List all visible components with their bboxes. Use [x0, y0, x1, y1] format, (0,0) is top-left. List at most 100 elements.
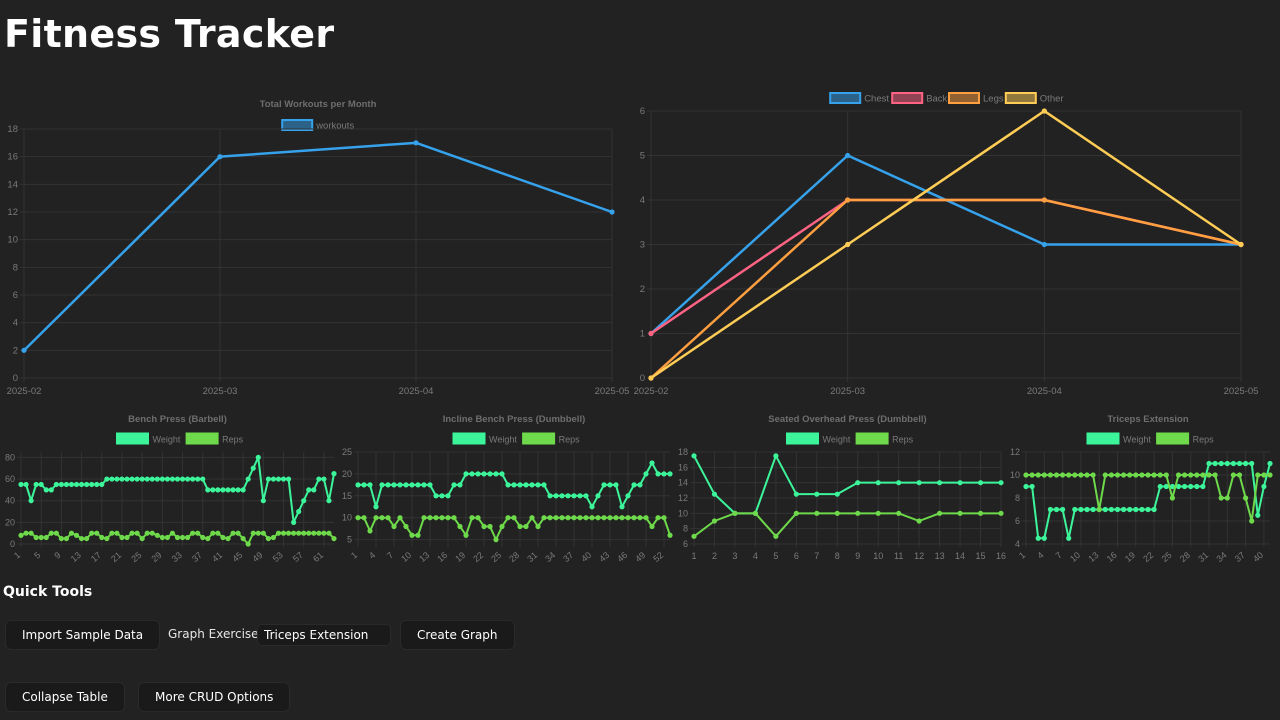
legend-swatch-reps: [1156, 432, 1190, 445]
data-point-weight: [1267, 460, 1273, 467]
data-point-reps: [296, 530, 302, 536]
x-tick-label: 19: [1123, 550, 1137, 564]
x-tick-label: 1: [1017, 550, 1027, 561]
data-point-reps: [179, 534, 186, 541]
import-sample-data-button[interactable]: Import Sample Data: [5, 620, 161, 650]
legend-label-reps: Reps: [559, 435, 581, 445]
x-tick-label: 8: [835, 551, 840, 561]
data-point-weight: [154, 476, 160, 482]
data-point-reps: [291, 530, 297, 536]
data-point-reps: [1090, 472, 1096, 478]
x-tick-label: 7: [1054, 550, 1064, 561]
data-point-reps: [1261, 472, 1267, 478]
data-point-weight: [793, 491, 799, 497]
data-point-reps: [235, 530, 241, 536]
data-point-reps: [154, 532, 160, 538]
collapse-table-button[interactable]: Collapse Table: [5, 682, 125, 712]
y-tick-label: 5: [640, 151, 645, 162]
x-tick-label: 19: [453, 550, 467, 564]
data-point-weight: [916, 480, 922, 486]
y-tick-label: 25: [342, 447, 352, 457]
y-tick-label: 3: [640, 240, 645, 251]
data-point-weight: [373, 504, 379, 510]
x-tick-label: 10: [399, 550, 413, 564]
x-tick-label: 2025-03: [830, 386, 865, 397]
data-point-weight: [134, 476, 140, 482]
data-point-reps: [195, 530, 201, 536]
data-point-weight: [296, 508, 302, 515]
more-crud-options-button[interactable]: More CRUD Options: [138, 682, 291, 712]
y-tick-label: 4: [640, 195, 645, 206]
data-point-reps: [114, 530, 120, 536]
data-point-reps: [63, 535, 70, 542]
legend-label-back: Back: [926, 94, 947, 105]
data-point-weight: [38, 481, 44, 488]
data-point-weight: [306, 487, 312, 493]
data-point-reps: [1096, 506, 1102, 513]
data-point-weight: [649, 460, 655, 466]
create-graph-button[interactable]: Create Graph: [400, 620, 515, 650]
data-point-weight: [1255, 512, 1261, 518]
data-point-reps: [53, 530, 59, 536]
chart-title: Triceps Extension: [1107, 414, 1189, 425]
data-point-reps: [896, 510, 902, 516]
data-point-weight: [149, 476, 155, 482]
data-point-weight: [535, 482, 541, 488]
data-point-weight: [896, 480, 902, 486]
x-tick-label: 10: [1068, 550, 1082, 564]
data-point-reps: [1072, 472, 1078, 478]
data-point-reps: [73, 532, 80, 538]
data-point-weight: [291, 519, 297, 525]
x-tick-label: 1: [349, 550, 359, 561]
data-point-reps: [493, 537, 499, 543]
data-point-reps: [1249, 518, 1255, 524]
data-point-reps: [1108, 472, 1114, 478]
x-tick-label: 16: [996, 551, 1006, 561]
data-point-reps: [433, 515, 439, 521]
data-point-reps: [1035, 472, 1041, 478]
data-point-chest: [1041, 241, 1047, 248]
data-point-reps: [280, 530, 287, 536]
data-point-weight: [200, 476, 206, 482]
data-point-reps: [649, 523, 655, 530]
data-point-weight: [114, 476, 120, 482]
data-point-weight: [655, 471, 661, 477]
data-point-weight: [505, 482, 511, 488]
data-point-reps: [855, 510, 861, 516]
data-point-reps: [1133, 472, 1139, 478]
data-point-reps: [134, 530, 140, 536]
data-point-reps: [1212, 472, 1218, 478]
data-point-weight: [1084, 506, 1090, 513]
data-point-reps: [84, 535, 90, 542]
overhead-press-chart: Seated Overhead Press (Dumbbell) Weight Re…: [678, 414, 1006, 561]
chart-title: Incline Bench Press (Dumbbell): [443, 414, 586, 425]
data-point-reps: [306, 530, 312, 536]
data-point-reps: [977, 510, 984, 516]
data-point-weight: [1261, 483, 1267, 490]
graph-exercise-select[interactable]: Triceps Extension: [257, 624, 391, 646]
data-point-reps: [1066, 472, 1072, 478]
x-tick-label: 13: [1086, 550, 1100, 564]
y-tick-label: 20: [342, 469, 352, 479]
x-tick-label: 40: [1251, 550, 1265, 564]
x-tick-label: 28: [1178, 550, 1192, 564]
data-point-weight: [270, 476, 277, 482]
data-point-reps: [595, 515, 601, 521]
legend-swatch-other: [1004, 92, 1037, 104]
x-tick-label: 37: [561, 550, 575, 564]
legend-label-weight: Weight: [489, 435, 517, 445]
data-point-reps: [270, 534, 277, 541]
x-tick-label: 22: [471, 550, 485, 564]
data-point-reps: [129, 530, 135, 536]
data-point-reps: [367, 528, 373, 534]
data-point-reps: [33, 534, 39, 541]
incline-bench-press-chart: Incline Bench Press (Dumbbell) Weight Reps…: [342, 414, 673, 564]
y-tick-label: 16: [7, 152, 18, 163]
legend-label-reps: Reps: [1193, 435, 1215, 445]
data-point-weight: [1218, 460, 1224, 467]
x-tick-label: 61: [311, 550, 325, 564]
data-point-reps: [1121, 472, 1127, 478]
data-point-reps: [144, 530, 150, 536]
data-point-weight: [23, 481, 29, 488]
legend-swatch-workouts: [281, 119, 314, 131]
